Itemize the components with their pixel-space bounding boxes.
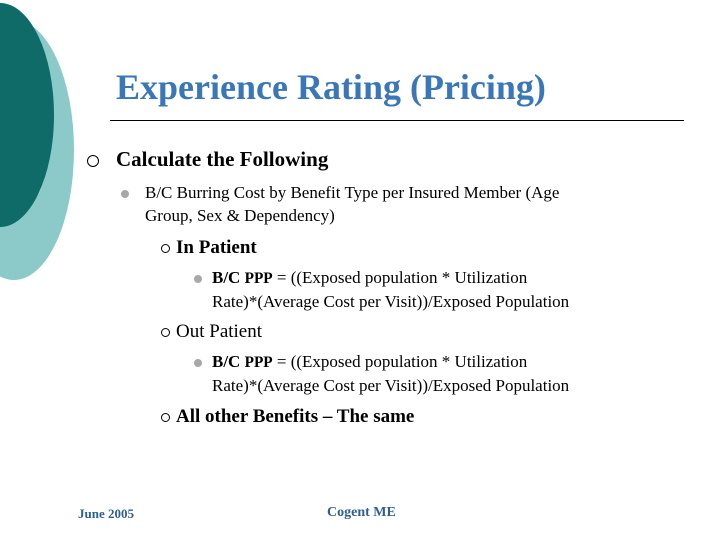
filled-bullet-icon bbox=[194, 275, 202, 283]
level2-line2: Group, Sex & Dependency) bbox=[145, 206, 335, 225]
slide-title: Experience Rating (Pricing) bbox=[116, 67, 546, 107]
bc-label: B/C bbox=[212, 268, 241, 287]
bc-label: B/C bbox=[212, 352, 241, 371]
level2-line1: B/C Burring Cost by Benefit Type per Ins… bbox=[145, 183, 560, 202]
footer-org: Cogent ME bbox=[327, 505, 396, 520]
outpatient-formula-line1: B/C PPP = ((Exposed population * Utiliza… bbox=[212, 352, 527, 372]
inpatient-formula-line2: Rate)*(Average Cost per Visit))/Exposed … bbox=[212, 292, 570, 311]
level1-text: Calculate the Following bbox=[116, 147, 329, 171]
inpatient-heading: In Patient bbox=[176, 237, 257, 258]
hollow-bullet-icon bbox=[87, 155, 99, 167]
ppp-label: PPP bbox=[244, 354, 273, 371]
other-benefits-text: All other Benefits – The same bbox=[176, 406, 415, 427]
footer-date: June 2005 bbox=[78, 506, 134, 521]
inpatient-formula-line1: B/C PPP = ((Exposed population * Utiliza… bbox=[212, 268, 527, 288]
formula-text: = ((Exposed population * Utilization bbox=[276, 352, 528, 371]
hollow-bullet-icon bbox=[161, 244, 170, 253]
hollow-bullet-icon bbox=[161, 413, 170, 422]
filled-bullet-icon bbox=[121, 190, 129, 198]
ppp-label: PPP bbox=[244, 270, 273, 287]
filled-bullet-icon bbox=[194, 359, 202, 367]
hollow-bullet-icon bbox=[161, 328, 170, 337]
outpatient-heading: Out Patient bbox=[176, 321, 263, 342]
corner-decoration bbox=[0, 3, 74, 280]
formula-text: = ((Exposed population * Utilization bbox=[276, 268, 528, 287]
outpatient-formula-line2: Rate)*(Average Cost per Visit))/Exposed … bbox=[212, 376, 570, 395]
dark-teal-shape bbox=[0, 3, 54, 227]
title-divider bbox=[110, 120, 684, 121]
